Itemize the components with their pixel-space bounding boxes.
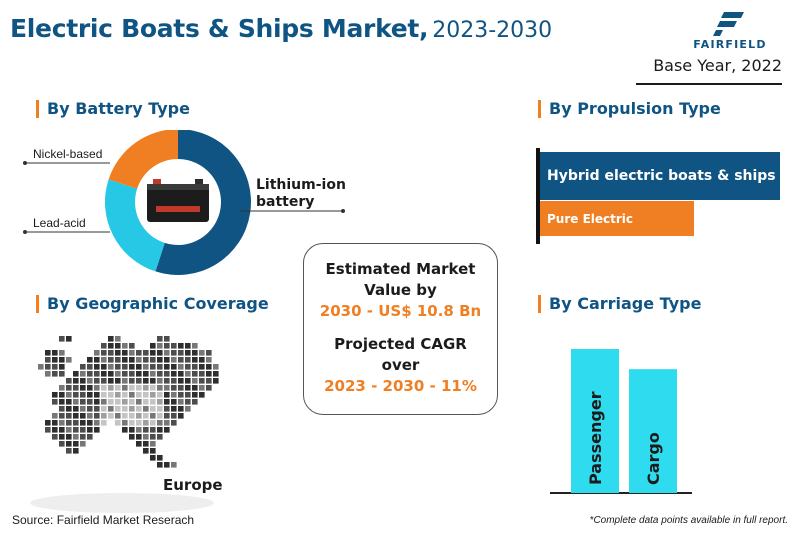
europe-map-icon [30,336,219,513]
title-years: 2023-2030 [432,18,553,43]
logo-text: FAIRFIELD [693,38,767,51]
title-main: Electric Boats & Ships Market, [10,14,429,43]
section-geography-heading: By Geographic Coverage [36,295,269,313]
donut-slice-0 [155,130,251,275]
region-label: Europe [163,476,223,494]
summary-line-1: Estimated Market [325,260,476,278]
section-battery-heading: By Battery Type [36,100,190,118]
carriage-label-passenger: Passenger [586,391,605,485]
bar-label-pure-electric: Pure Electric [547,211,634,226]
summary-line-5: over [381,356,420,374]
map-shadow [30,493,214,513]
fairfield-logo-icon [713,12,744,36]
market-value: 2030 - US$ 10.8 Bn [319,302,482,320]
source-text: Source: Fairfield Market Reserach [12,513,195,527]
pie-label-lithium: Lithium-ion battery [256,177,346,210]
battery-donut-chart [105,130,251,275]
pie-label-nickel: Nickel-based [33,147,103,161]
pie-leader-lines [23,161,345,234]
carriage-bar-chart: Passenger Cargo [550,349,692,494]
market-summary-box: Estimated Market Value by 2030 - US$ 10.… [303,243,498,415]
page-title: Electric Boats & Ships Market, 2023-2030 [10,14,552,43]
carriage-bar-cargo [629,369,677,493]
leader-lithium-dot [341,209,345,213]
donut-slice-2 [108,130,178,189]
summary-line-4: Projected CAGR [334,335,467,353]
fairfield-logo: FAIRFIELD [690,8,770,54]
summary-line-2: Value by [364,281,437,299]
carriage-bar-passenger [571,349,619,493]
pie-label-lead: Lead-acid [33,216,86,230]
cagr-value: 2023 - 2030 - 11% [324,377,477,395]
section-propulsion-heading: By Propulsion Type [538,100,721,118]
carriage-label-cargo: Cargo [644,432,663,485]
propulsion-axis [536,148,540,244]
donut-slice-1 [105,179,165,272]
base-year-rule [636,83,782,85]
bar-label-hybrid: Hybrid electric boats & ships [547,168,776,184]
leader-nickel-dot [23,161,27,165]
section-carriage-heading: By Carriage Type [538,295,701,313]
battery-icon [137,161,219,243]
bar-pure-electric: Pure Electric [540,201,694,236]
base-year: Base Year, 2022 [653,56,782,75]
leader-lead-dot [23,230,27,234]
footnote-text: *Complete data points available in full … [589,515,788,526]
bar-hybrid-electric: Hybrid electric boats & ships [540,152,780,200]
